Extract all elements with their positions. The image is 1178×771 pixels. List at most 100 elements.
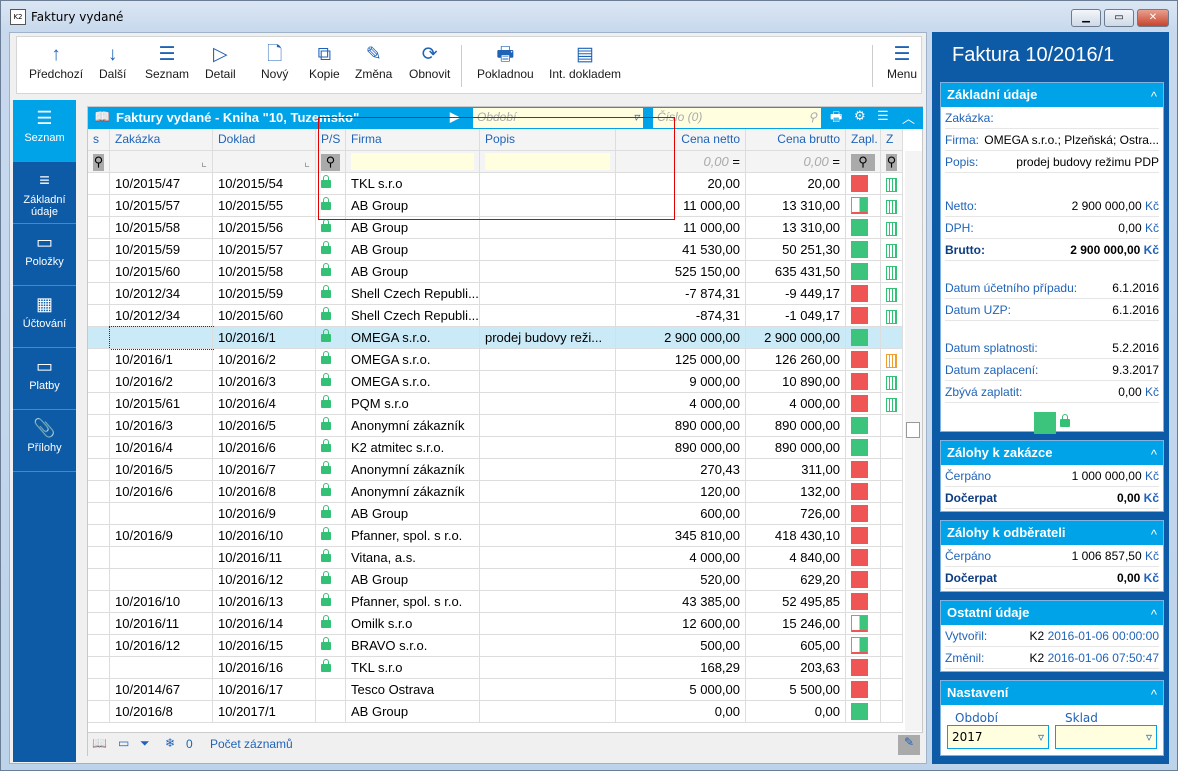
sidebar-item-2[interactable]: ▭ Položky bbox=[13, 224, 76, 286]
table-row[interactable]: 10/2016/2 10/2016/3 OMEGA s.r.o. 9 000,00 10… bbox=[88, 371, 903, 393]
play-icon[interactable]: ▶ bbox=[450, 109, 460, 124]
table-row[interactable]: 10/2016/12 AB Group 520,00 629,20 bbox=[88, 569, 903, 591]
period-filter[interactable]: Období ▿ bbox=[473, 108, 643, 128]
column-header[interactable]: Popis bbox=[480, 129, 616, 151]
column-header[interactable]: s bbox=[88, 129, 110, 151]
toolbar-button-kopie[interactable]: ⧉ Kopie bbox=[309, 43, 340, 81]
toolbar-button-int-dokladem[interactable]: ▤ Int. dokladem bbox=[549, 43, 621, 81]
table-row[interactable]: 10/2016/9 10/2016/10 Pfanner, spol. s r.o.… bbox=[88, 525, 903, 547]
period-select[interactable]: 2017 ▿ bbox=[947, 725, 1049, 749]
table-row[interactable]: 10/2015/57 10/2015/55 AB Group 11 000,00 13 … bbox=[88, 195, 903, 217]
column-filter[interactable]: ⚲ bbox=[316, 151, 346, 173]
table-row[interactable]: 10/2016/6 10/2016/8 Anonymní zákazník 120,0… bbox=[88, 481, 903, 503]
table-row[interactable]: 10/2016/3 10/2016/5 Anonymní zákazník 890 0… bbox=[88, 415, 903, 437]
column-header[interactable]: Zakázka bbox=[110, 129, 213, 151]
number-search-input[interactable]: Číslo (0) ⚲ bbox=[653, 108, 821, 128]
calculator-icon[interactable] bbox=[886, 397, 897, 412]
collapse-icon[interactable]: ︿ bbox=[902, 111, 916, 126]
table-row[interactable]: 10/2016/11 Vitana, a.s. 4 000,00 4 840,00 bbox=[88, 547, 903, 569]
gear-icon[interactable]: ⚙ bbox=[854, 108, 866, 123]
toolbar-button-obnovit[interactable]: ⟳ Obnovit bbox=[409, 43, 450, 81]
column-header[interactable]: Z bbox=[881, 129, 903, 151]
card-header[interactable]: Ostatní údaje bbox=[941, 601, 1163, 627]
column-header[interactable]: P/S bbox=[316, 129, 346, 151]
print-icon[interactable]: 🖶 bbox=[830, 109, 843, 124]
sidebar-item-3[interactable]: ▦ Účtování bbox=[13, 286, 76, 348]
table-row[interactable]: 10/2015/58 10/2015/56 AB Group 11 000,00 13 … bbox=[88, 217, 903, 239]
scrollbar[interactable] bbox=[905, 151, 922, 731]
toolbar-button-menu[interactable]: ☰ Menu bbox=[887, 43, 917, 81]
table-row[interactable]: 10/2016/12 10/2016/15 BRAVO s.r.o. 500,00 60… bbox=[88, 635, 903, 657]
column-filter[interactable]: 0,00 = bbox=[746, 151, 846, 173]
toolbar-button-detail[interactable]: ▷ Detail bbox=[205, 43, 236, 81]
card-header[interactable]: Zálohy k zakázce bbox=[941, 441, 1163, 467]
table-row[interactable]: 10/2015/47 10/2015/54 TKL s.r.o 20,00 20,00 bbox=[88, 173, 903, 195]
column-header[interactable]: Cena netto bbox=[616, 129, 746, 151]
column-filter[interactable]: ⚲ bbox=[846, 151, 881, 173]
table-row[interactable]: 10/2015/59 10/2015/57 AB Group 41 530,00 50 … bbox=[88, 239, 903, 261]
toolbar-button-pokladnou[interactable]: 🖶 Pokladnou bbox=[477, 43, 534, 81]
table-row[interactable]: 10/2016/10 10/2016/13 Pfanner, spol. s r.o… bbox=[88, 591, 903, 613]
card-header[interactable]: Zálohy k odběrateli bbox=[941, 521, 1163, 547]
snowflake-icon[interactable]: ❄ bbox=[165, 736, 176, 750]
calculator-icon[interactable] bbox=[886, 375, 897, 390]
column-filter[interactable]: ⌞ bbox=[213, 151, 316, 173]
toolbar-button-p-edchoz-[interactable]: ↑ Předchozí bbox=[29, 43, 83, 81]
table-row[interactable]: 10/2012/34 10/2015/59 Shell Czech Republi.… bbox=[88, 283, 903, 305]
warehouse-select[interactable]: ▿ bbox=[1055, 725, 1157, 749]
column-header[interactable]: Firma bbox=[346, 129, 480, 151]
calculator-icon[interactable] bbox=[886, 353, 897, 368]
table-row[interactable]: 10/2015/61 10/2016/4 PQM s.r.o 4 000,00 4 00… bbox=[88, 393, 903, 415]
table-row[interactable]: 10/2012/34 10/2015/60 Shell Czech Republi.… bbox=[88, 305, 903, 327]
archive-icon[interactable]: ▭ bbox=[118, 736, 130, 750]
column-filter[interactable]: ⚲ bbox=[88, 151, 110, 173]
book-icon[interactable]: 📖 bbox=[92, 736, 107, 750]
calculator-icon[interactable] bbox=[886, 199, 897, 214]
column-filter[interactable] bbox=[346, 151, 480, 173]
menu-icon[interactable]: ☰ bbox=[877, 108, 889, 123]
table-row[interactable]: 10/2014/67 10/2016/17 Tesco Ostrava 5 000,0… bbox=[88, 679, 903, 701]
table-row[interactable]: 10/2016/16 TKL s.r.o 168,29 203,63 bbox=[88, 657, 903, 679]
table-row[interactable]: 10/2016/1 10/2016/2 OMEGA s.r.o. 125 000,00… bbox=[88, 349, 903, 371]
column-header[interactable]: Zapl. bbox=[846, 129, 881, 151]
filter-input[interactable] bbox=[485, 153, 610, 170]
calculator-icon[interactable] bbox=[886, 243, 897, 258]
column-filter[interactable]: ⌞ bbox=[110, 151, 213, 173]
cell bbox=[88, 503, 110, 525]
column-filter[interactable] bbox=[480, 151, 616, 173]
toolbar-button-zm-na[interactable]: ✎ Změna bbox=[355, 43, 392, 81]
close-button[interactable]: ✕ bbox=[1137, 9, 1169, 27]
sidebar-item-0[interactable]: ☰ Seznam bbox=[13, 100, 76, 162]
card-header[interactable]: Základní údaje bbox=[941, 83, 1163, 109]
toolbar-button-nov-[interactable]: 🗋 Nový bbox=[261, 43, 288, 81]
table-row[interactable]: 10/2016/1 OMEGA s.r.o. prodej budovy reži.… bbox=[88, 326, 903, 350]
table-row[interactable]: 10/2015/60 10/2015/58 AB Group 525 150,00 63… bbox=[88, 261, 903, 283]
column-header[interactable]: Cena brutto bbox=[746, 129, 846, 151]
card-header[interactable]: Nastavení bbox=[941, 681, 1163, 707]
column-filter[interactable]: ⚲ bbox=[881, 151, 903, 173]
toolbar-button-dal-[interactable]: ↓ Další bbox=[99, 43, 126, 81]
calculator-icon[interactable] bbox=[886, 221, 897, 236]
table-row[interactable]: 10/2016/4 10/2016/6 K2 atmitec s.r.o. 890 0… bbox=[88, 437, 903, 459]
filter-icon[interactable]: ⏷ bbox=[140, 736, 150, 750]
table-row[interactable]: 10/2016/9 AB Group 600,00 726,00 bbox=[88, 503, 903, 525]
filter-input[interactable] bbox=[351, 153, 474, 170]
minimize-button[interactable]: ▁ bbox=[1071, 9, 1101, 27]
sidebar-item-5[interactable]: 📎 Přílohy bbox=[13, 410, 76, 472]
sidebar-item-4[interactable]: ▭ Platby bbox=[13, 348, 76, 410]
calculator-icon[interactable] bbox=[886, 177, 897, 192]
column-header[interactable]: Doklad bbox=[213, 129, 316, 151]
maximize-button[interactable]: ▭ bbox=[1104, 9, 1134, 27]
edit-icon[interactable]: ✎ bbox=[898, 735, 920, 755]
table-row[interactable]: 10/2016/5 10/2016/7 Anonymní zákazník 270,4… bbox=[88, 459, 903, 481]
toolbar-button-seznam[interactable]: ☰ Seznam bbox=[145, 43, 189, 81]
table-row[interactable]: 10/2016/11 10/2016/14 Omilk s.r.o 12 600,00… bbox=[88, 613, 903, 635]
table-row[interactable]: 10/2016/8 10/2017/1 AB Group 0,00 0,00 bbox=[88, 701, 903, 723]
calculator-icon[interactable] bbox=[886, 265, 897, 280]
calculator-icon[interactable] bbox=[886, 287, 897, 302]
column-filter[interactable]: 0,00 = bbox=[616, 151, 746, 173]
sidebar-item-1[interactable]: ≡ Základní údaje bbox=[13, 162, 76, 224]
record-count-button[interactable]: Počet záznamů bbox=[210, 737, 293, 751]
scrollbar-thumb[interactable] bbox=[906, 422, 920, 438]
calculator-icon[interactable] bbox=[886, 309, 897, 324]
